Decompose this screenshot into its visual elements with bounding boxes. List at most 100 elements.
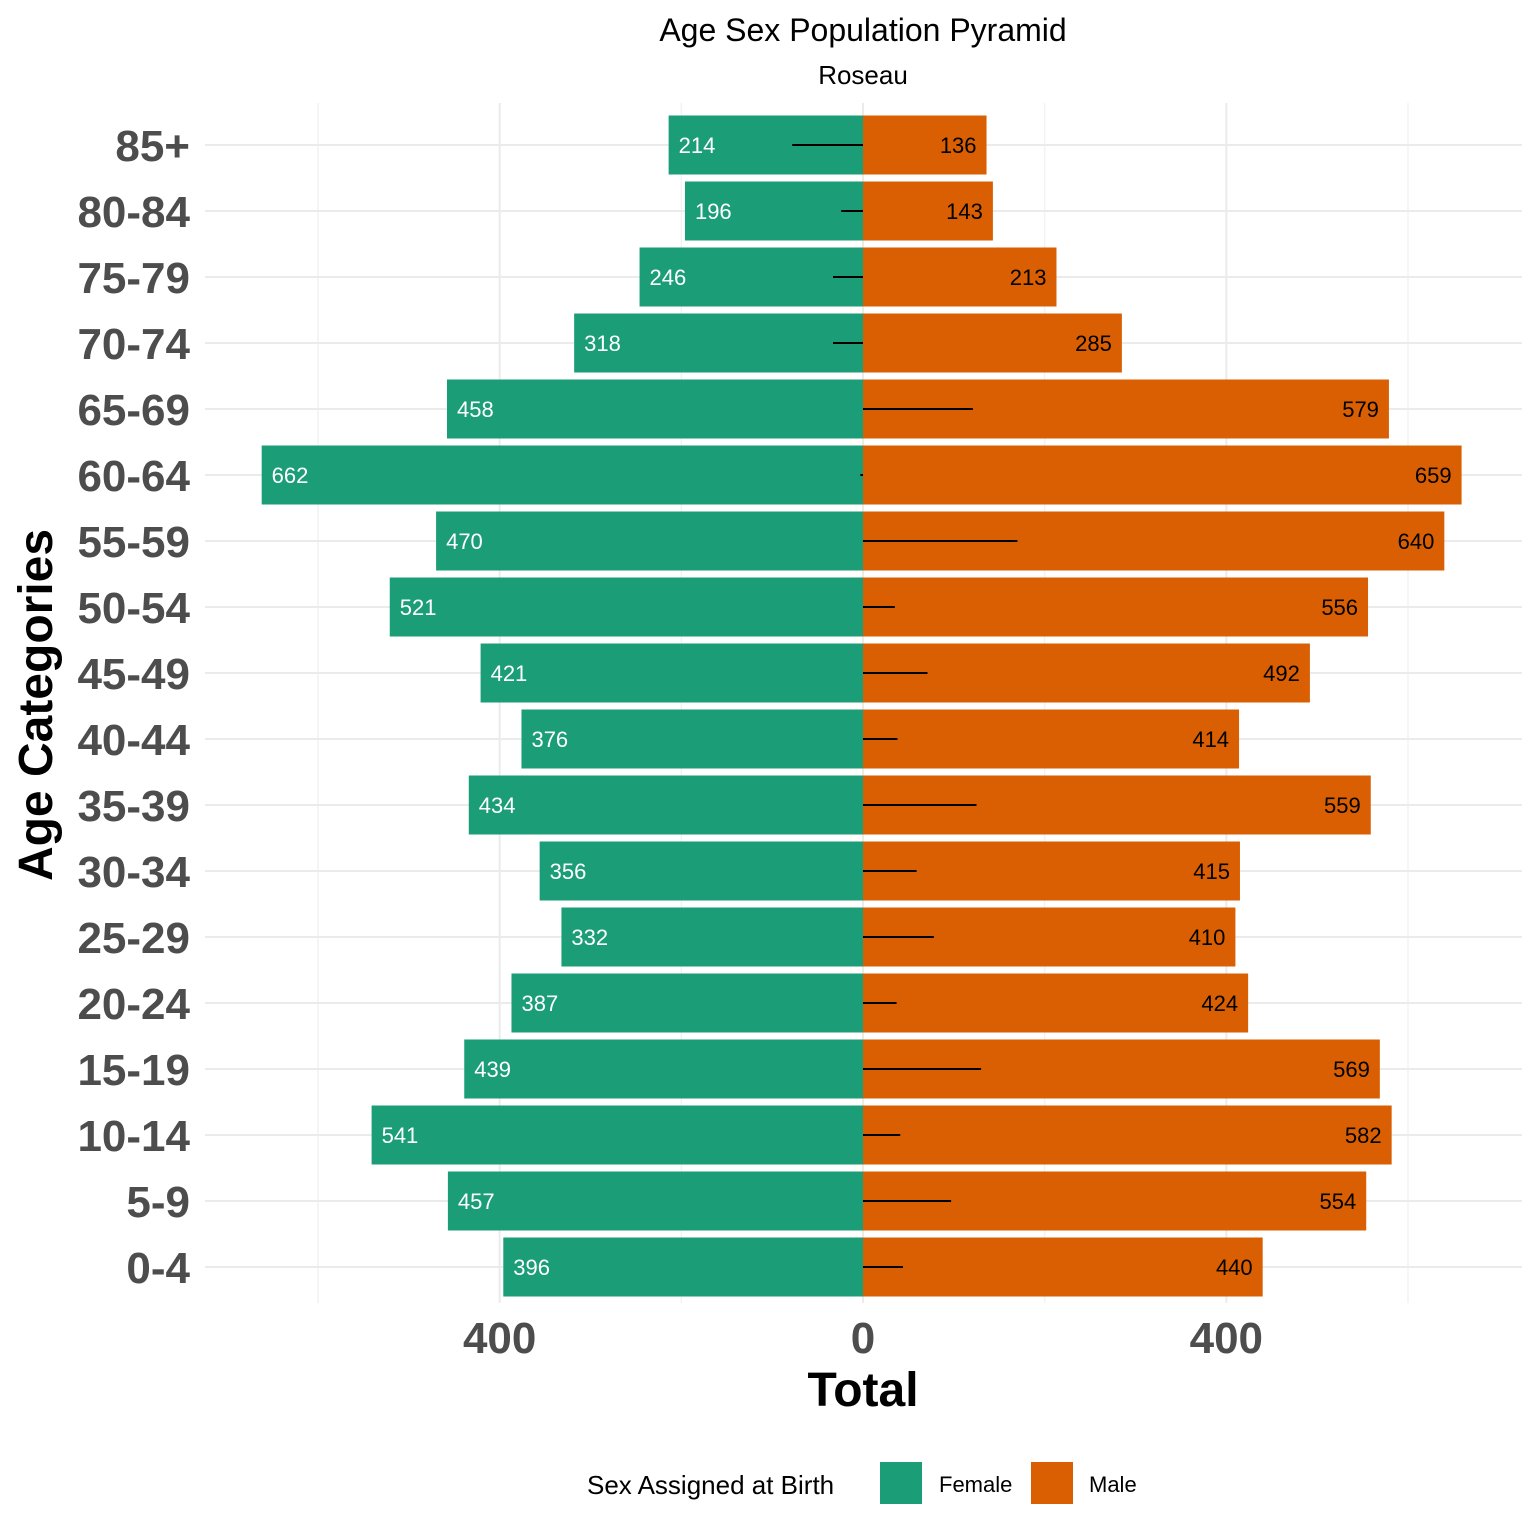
y-axis-title: Age Categories	[10, 529, 63, 881]
legend-label-female: Female	[939, 1472, 1012, 1497]
bar-label-male: 143	[946, 199, 983, 224]
bar-label-female: 396	[513, 1255, 550, 1280]
bar-label-female: 434	[479, 793, 516, 818]
bar-female	[511, 973, 863, 1033]
bar-male	[863, 247, 1057, 307]
bar-female	[436, 511, 863, 571]
legend-swatch-female	[880, 1462, 922, 1504]
bar-label-male: 559	[1324, 793, 1361, 818]
axes-layer: 85+ 80-84 75-79 70-74 65-69 60-64 55-59 50-54 45…	[77, 122, 1263, 1363]
bar-female	[389, 577, 863, 637]
legend-label-male: Male	[1089, 1472, 1137, 1497]
chart-title: Age Sex Population Pyramid	[659, 12, 1066, 48]
y-tick-label: 25-29	[77, 914, 190, 963]
bar-label-female: 458	[457, 397, 494, 422]
y-tick-label: 45-49	[77, 650, 190, 699]
x-tick-label: 400	[463, 1314, 536, 1363]
bar-male	[863, 445, 1462, 505]
y-tick-label: 50-54	[77, 584, 190, 633]
bar-label-male: 554	[1319, 1189, 1356, 1214]
bar-label-female: 376	[531, 727, 568, 752]
bar-label-female: 521	[400, 595, 437, 620]
bar-male	[863, 313, 1122, 373]
bar-label-male: 136	[940, 133, 977, 158]
bar-male	[863, 577, 1369, 637]
bar-label-female: 318	[584, 331, 621, 356]
bar-label-female: 439	[474, 1057, 511, 1082]
x-tick-label: 0	[851, 1314, 875, 1363]
bar-female	[468, 775, 863, 835]
bar-male	[863, 973, 1249, 1033]
bar-label-male: 213	[1010, 265, 1047, 290]
bar-male	[863, 709, 1240, 769]
y-tick-label: 85+	[115, 122, 190, 171]
bar-female	[464, 1039, 863, 1099]
y-tick-label: 60-64	[77, 452, 190, 501]
legend-title: Sex Assigned at Birth	[587, 1470, 834, 1500]
bar-label-female: 332	[571, 925, 608, 950]
y-tick-label: 35-39	[77, 782, 190, 831]
y-tick-label: 20-24	[77, 980, 190, 1029]
bar-label-female: 214	[679, 133, 716, 158]
bar-label-female: 470	[446, 529, 483, 554]
y-tick-label: 30-34	[77, 848, 190, 897]
bar-label-male: 640	[1398, 529, 1435, 554]
bar-female	[539, 841, 863, 901]
bar-female	[574, 313, 863, 373]
bar-label-male: 415	[1193, 859, 1230, 884]
bar-male	[863, 643, 1310, 703]
bar-label-male: 410	[1189, 925, 1226, 950]
x-axis-title: Total	[807, 1364, 918, 1417]
y-tick-label: 15-19	[77, 1046, 190, 1095]
bar-female	[480, 643, 863, 703]
legend: Sex Assigned at Birth Female Male	[587, 1462, 1137, 1504]
bar-male	[863, 841, 1240, 901]
bar-male	[863, 1237, 1263, 1297]
bar-label-male: 414	[1192, 727, 1229, 752]
x-tick-label: 400	[1190, 1314, 1263, 1363]
bar-label-female: 457	[458, 1189, 495, 1214]
bar-label-male: 659	[1415, 463, 1452, 488]
bar-label-female: 246	[650, 265, 687, 290]
bar-label-male: 556	[1321, 595, 1358, 620]
labels-layer: 214 136 196 143 246 213 318 285 458 579 662 659 470 6…	[272, 133, 1452, 1280]
bar-female	[261, 445, 863, 505]
bar-female	[521, 709, 863, 769]
chart-subtitle: Roseau	[818, 60, 908, 90]
bar-label-male: 424	[1201, 991, 1238, 1016]
bar-label-male: 569	[1333, 1057, 1370, 1082]
bar-label-female: 662	[272, 463, 309, 488]
y-tick-label: 65-69	[77, 386, 190, 435]
y-tick-label: 40-44	[77, 716, 190, 765]
bar-male	[863, 181, 993, 241]
y-tick-label: 5-9	[126, 1178, 190, 1227]
y-tick-label: 55-59	[77, 518, 190, 567]
bar-male	[863, 115, 987, 175]
legend-swatch-male	[1031, 1462, 1073, 1504]
bar-label-male: 582	[1345, 1123, 1382, 1148]
bar-female	[446, 379, 863, 439]
bar-female	[639, 247, 863, 307]
bar-label-male: 285	[1075, 331, 1112, 356]
bar-label-female: 387	[521, 991, 558, 1016]
y-tick-label: 0-4	[126, 1244, 190, 1293]
y-tick-label: 80-84	[77, 188, 190, 237]
bar-female	[503, 1237, 863, 1297]
bar-label-female: 541	[382, 1123, 419, 1148]
bar-label-female: 356	[550, 859, 587, 884]
bar-female	[561, 907, 863, 967]
bar-label-female: 421	[491, 661, 528, 686]
bar-female	[371, 1105, 863, 1165]
y-tick-label: 75-79	[77, 254, 190, 303]
bar-female	[447, 1171, 863, 1231]
y-tick-label: 70-74	[77, 320, 190, 369]
y-tick-label: 10-14	[77, 1112, 190, 1161]
bar-female	[684, 181, 863, 241]
bar-label-male: 440	[1216, 1255, 1253, 1280]
bar-label-male: 492	[1263, 661, 1300, 686]
bars-layer	[261, 115, 1462, 1297]
bar-male	[863, 1105, 1392, 1165]
bar-label-male: 579	[1342, 397, 1379, 422]
